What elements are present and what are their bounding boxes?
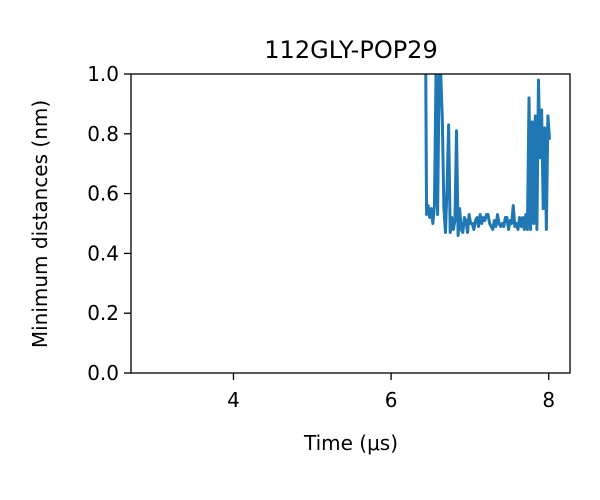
x-axis-ticks: 4 6 8 [227,373,555,412]
y-axis-label: Minimum distances (nm) [28,100,52,348]
y-tick-label: 0.8 [87,122,119,146]
series-layer [424,74,552,237]
plot-area [130,73,571,374]
series-line-0 [424,74,552,237]
x-tick-label: 6 [385,388,398,412]
x-axis-label: Time (μs) [303,431,398,455]
x-tick-label: 8 [542,388,555,412]
y-axis-ticks: 0.0 0.2 0.4 0.6 0.8 1.0 [87,62,131,385]
y-tick-label: 0.2 [87,301,119,325]
x-tick-label: 4 [227,388,240,412]
y-tick-label: 0.4 [87,241,119,265]
y-tick-label: 1.0 [87,62,119,86]
chart-title: 112GLY-POP29 [264,36,437,64]
axes-frame [130,73,571,374]
y-tick-label: 0.0 [87,361,119,385]
y-tick-label: 0.6 [87,182,119,206]
